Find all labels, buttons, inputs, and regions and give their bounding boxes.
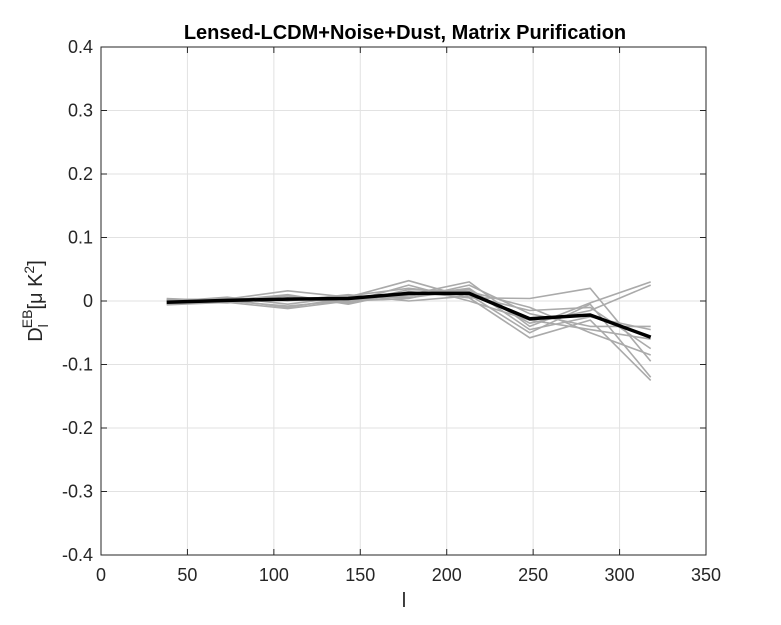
x-axis: 0 50 100 150 200 250 300 350 — [96, 47, 721, 585]
x-tick-label: 0 — [96, 565, 106, 585]
y-tick-label: 0.4 — [68, 37, 93, 57]
y-axis: -0.4 -0.3 -0.2 -0.1 0 0.1 0.2 0.3 0.4 — [62, 37, 706, 565]
y-tick-label: -0.1 — [62, 355, 93, 375]
x-tick-label: 200 — [432, 565, 462, 585]
y-label-sub: l — [35, 324, 51, 327]
x-tick-label: 50 — [177, 565, 197, 585]
y-label-close: ] — [25, 260, 47, 266]
chart-title: Lensed-LCDM+Noise+Dust, Matrix Purificat… — [184, 22, 626, 44]
x-tick-label: 100 — [259, 565, 289, 585]
y-tick-label: 0.1 — [68, 228, 93, 248]
y-tick-label: 0 — [83, 291, 93, 311]
y-label-units: [μ K — [25, 273, 47, 310]
mean-series-line — [166, 291, 652, 339]
x-tick-label: 150 — [345, 565, 375, 585]
y-label-d: D — [25, 327, 47, 341]
y-label-sup: EB — [19, 310, 35, 329]
realization-series-line-8 — [166, 287, 651, 331]
y-tick-label: 0.3 — [68, 101, 93, 121]
y-tick-label: 0.2 — [68, 164, 93, 184]
x-tick-label: 350 — [691, 565, 721, 585]
y-axis-label: DlEB[μ K2] — [19, 260, 51, 342]
y-label-units-sup: 2 — [21, 266, 37, 274]
x-axis-label: l — [402, 590, 406, 612]
x-tick-label: 300 — [605, 565, 635, 585]
series-group — [166, 279, 652, 381]
svg-text:DlEB[μ K2]: DlEB[μ K2] — [19, 260, 51, 342]
y-tick-label: -0.2 — [62, 418, 93, 438]
y-tick-label: -0.3 — [62, 482, 93, 502]
realization-series-line-1 — [166, 279, 652, 362]
y-tick-label: -0.4 — [62, 545, 93, 565]
x-tick-label: 250 — [518, 565, 548, 585]
